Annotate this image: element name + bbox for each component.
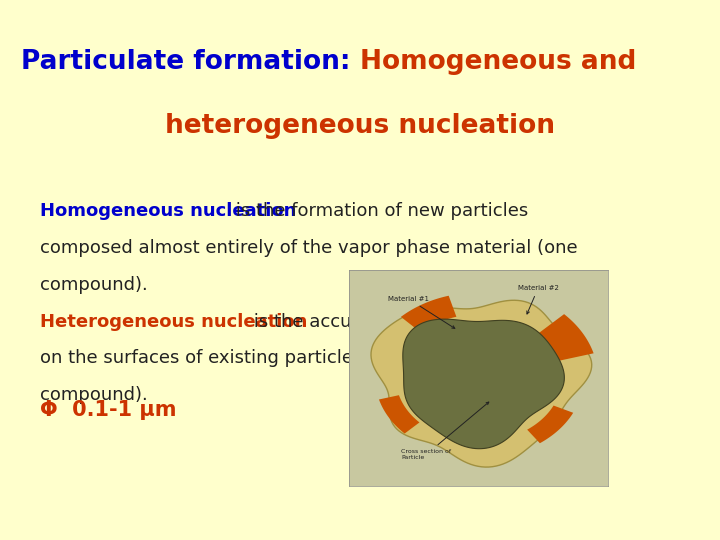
Text: Material #2: Material #2 [518,285,559,314]
Text: is the formation of new particles: is the formation of new particles [230,202,528,220]
Text: Φ  0.1-1 μm: Φ 0.1-1 μm [40,400,176,420]
Polygon shape [527,406,573,443]
Text: composed almost entirely of the vapor phase material (one: composed almost entirely of the vapor ph… [40,239,577,257]
Text: Homogeneous and: Homogeneous and [360,49,636,75]
Text: Material #1: Material #1 [388,296,455,328]
Text: Cross section of
Particle: Cross section of Particle [401,402,489,460]
Text: compound).: compound). [40,386,148,404]
Polygon shape [371,300,592,467]
Polygon shape [379,395,420,434]
Text: Homogeneous nucleation: Homogeneous nucleation [40,202,296,220]
Text: compound).: compound). [40,276,148,294]
Polygon shape [401,296,456,333]
Text: Heterogeneous nucleation: Heterogeneous nucleation [40,313,307,330]
Text: Particulate formation:: Particulate formation: [22,49,360,75]
Text: on the surfaces of existing particles (more than one: on the surfaces of existing particles (m… [40,349,508,367]
Text: is the accumulation of material: is the accumulation of material [248,313,536,330]
Text: heterogeneous nucleation: heterogeneous nucleation [165,113,555,139]
Polygon shape [538,314,593,361]
Polygon shape [402,319,564,449]
